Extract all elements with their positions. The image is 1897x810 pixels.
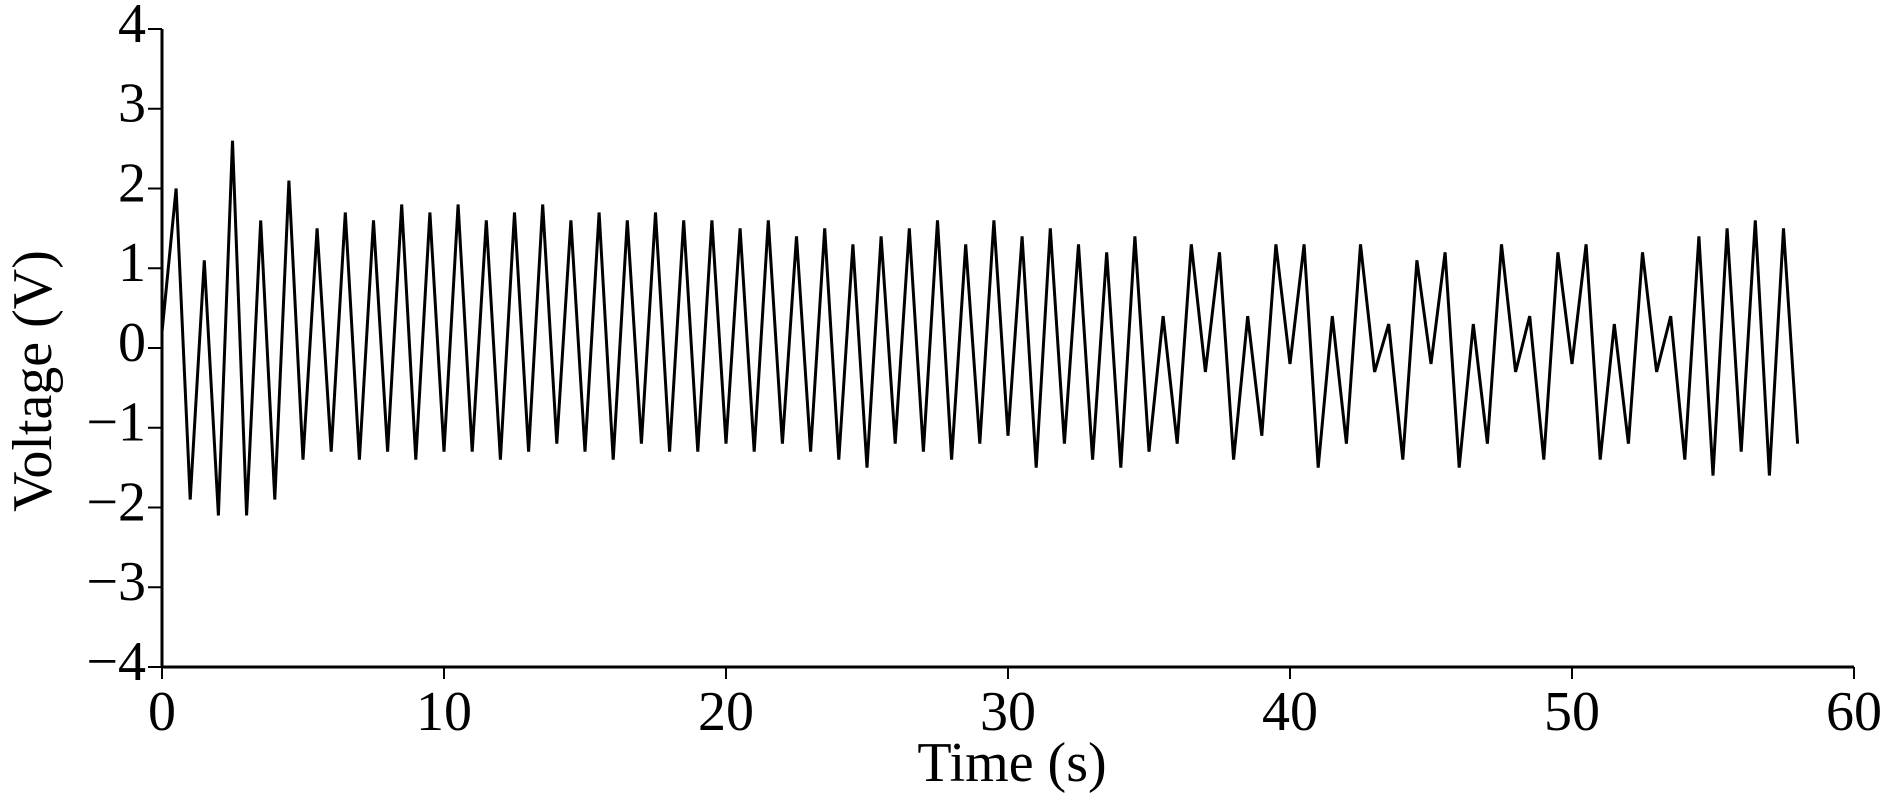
y-axis-title: Voltage (V) <box>2 250 64 512</box>
x-tick-label: 40 <box>1262 681 1318 743</box>
y-tick-label: 1 <box>118 232 146 294</box>
y-tick-label: −4 <box>86 631 146 693</box>
x-tick-label: 60 <box>1826 681 1882 743</box>
x-tick-label: 50 <box>1544 681 1600 743</box>
y-tick-label: −1 <box>86 392 146 454</box>
x-tick-label: 30 <box>980 681 1036 743</box>
y-tick-label: −3 <box>86 551 146 613</box>
x-axis-title: Time (s) <box>917 732 1106 794</box>
x-tick-label: 20 <box>698 681 754 743</box>
x-tick-label: 10 <box>416 681 472 743</box>
signal-line <box>160 140 1800 516</box>
x-tick-label: 0 <box>148 681 176 743</box>
y-tick-label: 2 <box>118 152 146 214</box>
y-tick-label: 0 <box>118 312 146 374</box>
y-tick-label: 4 <box>118 0 146 55</box>
y-tick-label: −2 <box>86 471 146 533</box>
y-tick-label: 3 <box>118 73 146 135</box>
